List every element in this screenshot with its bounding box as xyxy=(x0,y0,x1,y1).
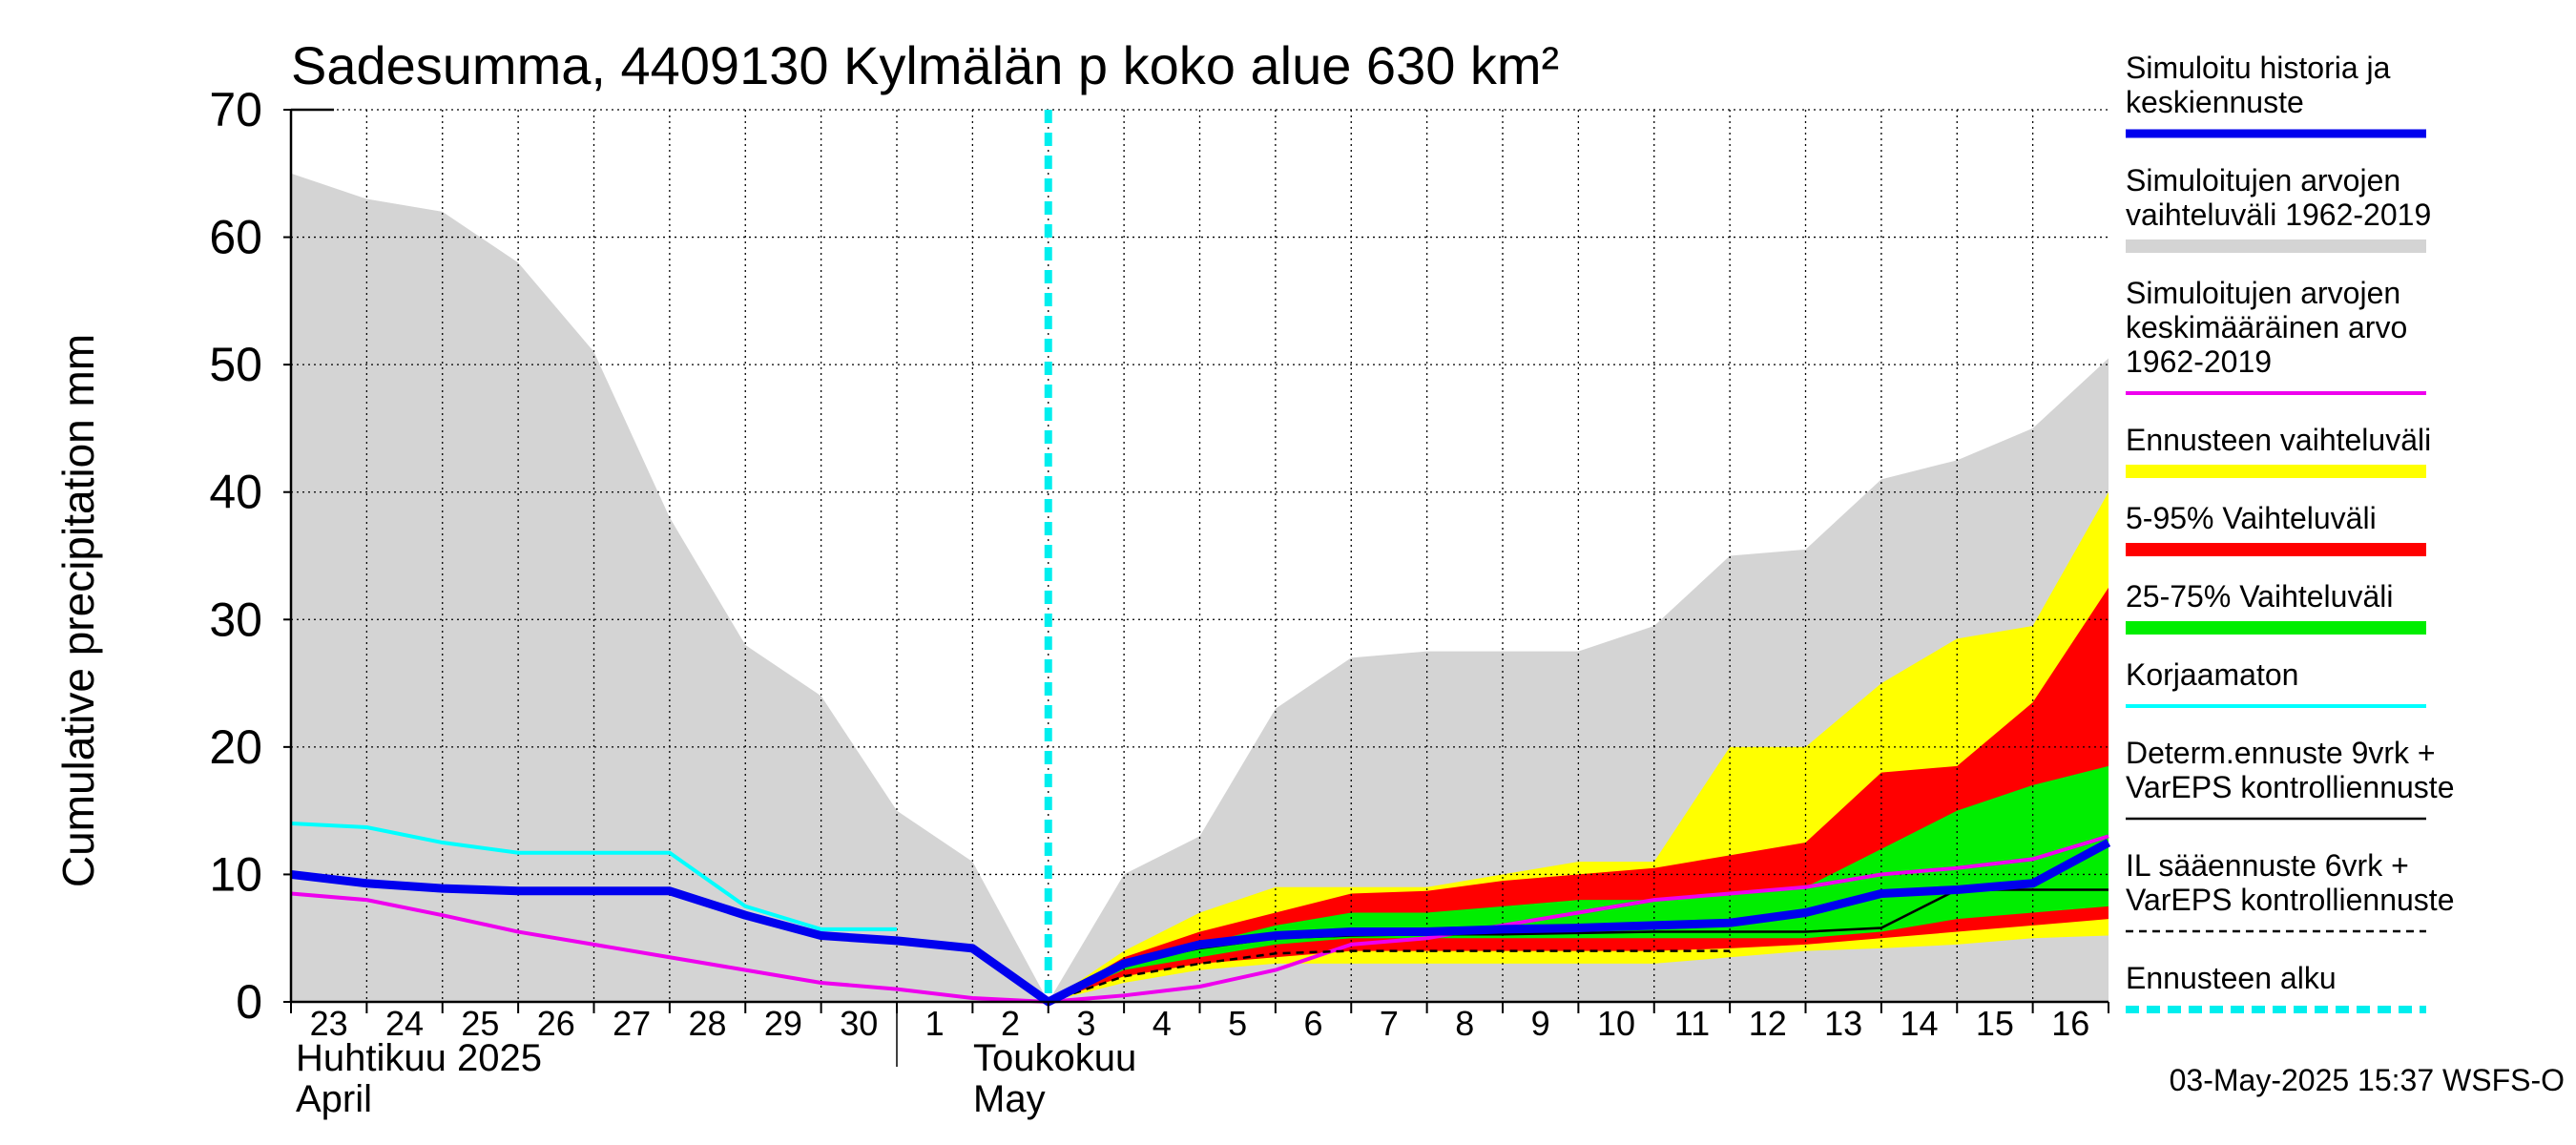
historical-range-area xyxy=(291,173,2109,1003)
month-label: Huhtikuu 2025 xyxy=(296,1037,542,1079)
x-tick-label: 25 xyxy=(461,1004,499,1043)
uncorrected-line xyxy=(290,822,897,931)
y-tick-label: 50 xyxy=(209,338,262,391)
month-label-en: May xyxy=(973,1078,1046,1120)
chart-title: Sadesumma, 4409130 Kylmälän p koko alue … xyxy=(291,35,1559,95)
x-tick-label: 23 xyxy=(310,1004,348,1043)
x-tick-label: 13 xyxy=(1824,1004,1862,1043)
x-tick-label: 30 xyxy=(840,1004,878,1043)
x-tick-label: 1 xyxy=(925,1004,945,1043)
legend-swatch xyxy=(2126,543,2426,556)
x-tick-label: 24 xyxy=(385,1004,424,1043)
x-tick-label: 27 xyxy=(613,1004,651,1043)
legend-label: VarEPS kontrolliennuste xyxy=(2126,883,2454,917)
x-tick-label: 10 xyxy=(1597,1004,1635,1043)
legend-label: vaihteluväli 1962-2019 xyxy=(2126,198,2431,232)
x-tick-label: 16 xyxy=(2051,1004,2089,1043)
legend-label: Determ.ennuste 9vrk + xyxy=(2126,736,2436,770)
y-tick-label: 10 xyxy=(209,847,262,901)
x-tick-label: 3 xyxy=(1076,1004,1095,1043)
x-tick-label: 2 xyxy=(1001,1004,1020,1043)
x-tick-label: 7 xyxy=(1380,1004,1399,1043)
month-label: Toukokuu xyxy=(973,1037,1136,1079)
percentile-25-75-area xyxy=(1048,765,2109,1002)
y-tick-label: 70 xyxy=(209,83,262,136)
x-tick-label: 9 xyxy=(1531,1004,1550,1043)
x-tick-label: 6 xyxy=(1304,1004,1323,1043)
legend-label: 1962-2019 xyxy=(2126,344,2272,379)
historical-mean-line xyxy=(290,834,2109,1005)
x-tick-label: 26 xyxy=(537,1004,575,1043)
legend-swatch xyxy=(2126,465,2426,478)
y-axis-label: Cumulative precipitation mm xyxy=(53,334,103,887)
plot-area xyxy=(290,109,2111,1007)
x-tick-label: 8 xyxy=(1455,1004,1474,1043)
legend-swatch xyxy=(2126,621,2426,635)
y-tick-label: 30 xyxy=(209,593,262,646)
legend-label: keskiennuste xyxy=(2126,85,2304,119)
legend-label: Ennusteen alku xyxy=(2126,961,2337,995)
legend-label: keskimääräinen arvo xyxy=(2126,310,2407,344)
legend-label: Simuloitu historia ja xyxy=(2126,51,2391,85)
x-tick-label: 5 xyxy=(1228,1004,1247,1043)
timestamp: 03-May-2025 15:37 WSFS-O xyxy=(2170,1063,2565,1097)
simulated-history-line xyxy=(290,839,2111,1007)
y-tick-label: 0 xyxy=(236,975,262,1029)
month-label-en: April xyxy=(296,1078,372,1120)
legend-swatch xyxy=(2126,239,2426,253)
x-tick-label: 15 xyxy=(1976,1004,2014,1043)
x-tick-label: 28 xyxy=(689,1004,727,1043)
x-tick-label: 11 xyxy=(1674,1004,1710,1043)
legend-label: VarEPS kontrolliennuste xyxy=(2126,770,2454,804)
legend-label: Simuloitujen arvojen xyxy=(2126,276,2400,310)
y-tick-label: 20 xyxy=(209,720,262,774)
legend-label: Korjaamaton xyxy=(2126,657,2298,692)
x-tick-label: 29 xyxy=(764,1004,802,1043)
y-tick-label: 60 xyxy=(209,211,262,264)
legend-label: 25-75% Vaihteluväli xyxy=(2126,579,2393,614)
legend-label: Simuloitujen arvojen xyxy=(2126,163,2400,198)
x-tick-label: 4 xyxy=(1153,1004,1172,1043)
legend-label: 5-95% Vaihteluväli xyxy=(2126,501,2377,535)
x-tick-label: 12 xyxy=(1749,1004,1787,1043)
legend-label: Ennusteen vaihteluväli xyxy=(2126,423,2431,457)
x-tick-label: 14 xyxy=(1901,1004,1939,1043)
y-tick-label: 40 xyxy=(209,466,262,519)
legend-label: IL sääennuste 6vrk + xyxy=(2126,848,2409,883)
